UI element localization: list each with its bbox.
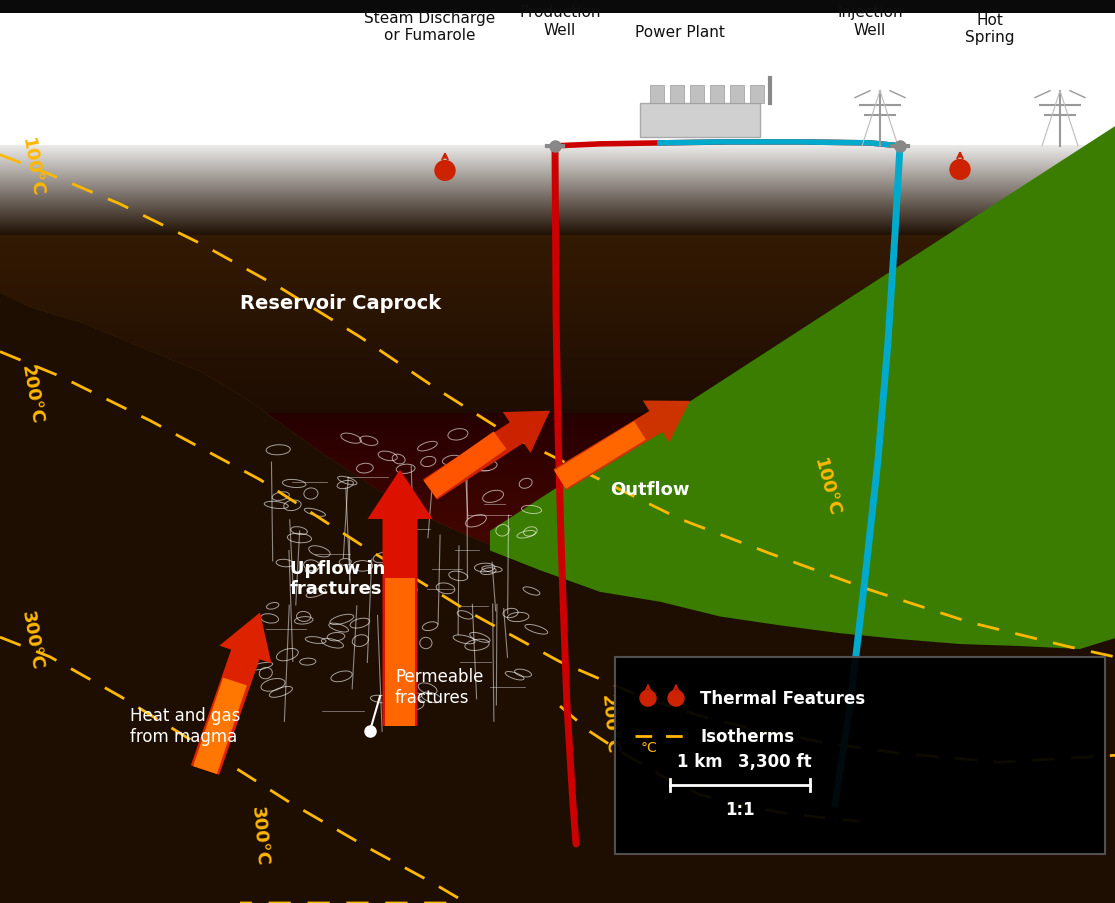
Text: 300°C: 300°C	[248, 805, 271, 866]
Polygon shape	[0, 146, 1115, 903]
Text: Production
Well: Production Well	[520, 5, 601, 38]
FancyArrow shape	[423, 411, 550, 500]
FancyArrow shape	[553, 401, 690, 490]
FancyBboxPatch shape	[730, 86, 744, 104]
Text: 100°C: 100°C	[18, 137, 46, 199]
FancyBboxPatch shape	[750, 86, 764, 104]
Text: Hot
Spring: Hot Spring	[966, 13, 1015, 45]
Text: 1 km: 1 km	[677, 752, 723, 770]
FancyBboxPatch shape	[690, 86, 704, 104]
Text: °C: °C	[641, 740, 658, 754]
FancyArrow shape	[424, 432, 506, 498]
Circle shape	[640, 691, 656, 706]
Text: Outflow: Outflow	[610, 481, 689, 499]
FancyBboxPatch shape	[640, 104, 760, 138]
Text: Reservoir Caprock: Reservoir Caprock	[240, 293, 442, 312]
Text: Power Plant: Power Plant	[636, 24, 725, 40]
Text: Isotherms: Isotherms	[700, 727, 794, 745]
Text: 200°C: 200°C	[598, 694, 621, 755]
FancyBboxPatch shape	[650, 86, 665, 104]
FancyBboxPatch shape	[710, 86, 724, 104]
FancyArrow shape	[193, 678, 246, 774]
FancyArrow shape	[554, 422, 646, 489]
Text: Injection
Well: Injection Well	[837, 5, 903, 38]
Text: Upflow in
fractures: Upflow in fractures	[290, 559, 386, 598]
Polygon shape	[0, 146, 1115, 903]
FancyArrow shape	[191, 613, 271, 775]
FancyArrow shape	[385, 579, 415, 726]
Polygon shape	[0, 446, 1115, 903]
Text: 1:1: 1:1	[725, 800, 755, 818]
Text: 3,300 ft: 3,300 ft	[738, 752, 812, 770]
Polygon shape	[700, 602, 1115, 903]
Circle shape	[950, 161, 970, 180]
FancyBboxPatch shape	[615, 657, 1105, 854]
Text: Steam Discharge
or Fumarole: Steam Discharge or Fumarole	[365, 11, 496, 43]
Circle shape	[668, 691, 683, 706]
Text: Heat and gas
from magma: Heat and gas from magma	[130, 706, 241, 745]
Polygon shape	[0, 146, 1115, 903]
Text: 200°C: 200°C	[18, 363, 46, 425]
Circle shape	[435, 162, 455, 182]
Text: Thermal Features: Thermal Features	[700, 689, 865, 707]
Text: 300°C: 300°C	[18, 609, 46, 671]
FancyArrow shape	[368, 470, 433, 726]
Polygon shape	[489, 127, 1115, 649]
Text: 100°C: 100°C	[809, 456, 843, 518]
FancyBboxPatch shape	[670, 86, 683, 104]
Polygon shape	[0, 14, 1115, 145]
Polygon shape	[0, 446, 1115, 739]
Text: Permeable
fractures: Permeable fractures	[395, 667, 484, 706]
